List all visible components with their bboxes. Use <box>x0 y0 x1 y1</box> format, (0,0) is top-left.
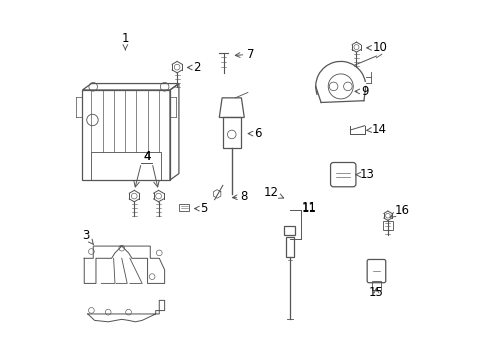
Text: 11: 11 <box>301 202 317 215</box>
Text: 16: 16 <box>390 204 409 217</box>
Bar <box>286 237 294 257</box>
Bar <box>372 281 381 290</box>
Text: 8: 8 <box>232 190 248 203</box>
Text: 5: 5 <box>195 202 208 215</box>
Text: 2: 2 <box>187 61 201 74</box>
Text: 9: 9 <box>355 85 368 98</box>
Text: 4: 4 <box>143 150 150 163</box>
Bar <box>179 203 189 211</box>
Text: 6: 6 <box>248 127 262 140</box>
Bar <box>92 153 161 180</box>
Text: 3: 3 <box>82 229 94 244</box>
Text: 14: 14 <box>367 123 387 136</box>
Text: 13: 13 <box>356 168 375 181</box>
Text: 1: 1 <box>122 32 129 50</box>
Bar <box>383 221 392 230</box>
Text: 7: 7 <box>235 48 254 61</box>
Text: 15: 15 <box>369 286 384 299</box>
Text: 12: 12 <box>264 186 284 199</box>
Text: 4: 4 <box>143 150 150 163</box>
Bar <box>223 117 241 148</box>
Bar <box>284 226 295 235</box>
Text: 11: 11 <box>302 201 317 214</box>
Text: 10: 10 <box>367 41 388 54</box>
